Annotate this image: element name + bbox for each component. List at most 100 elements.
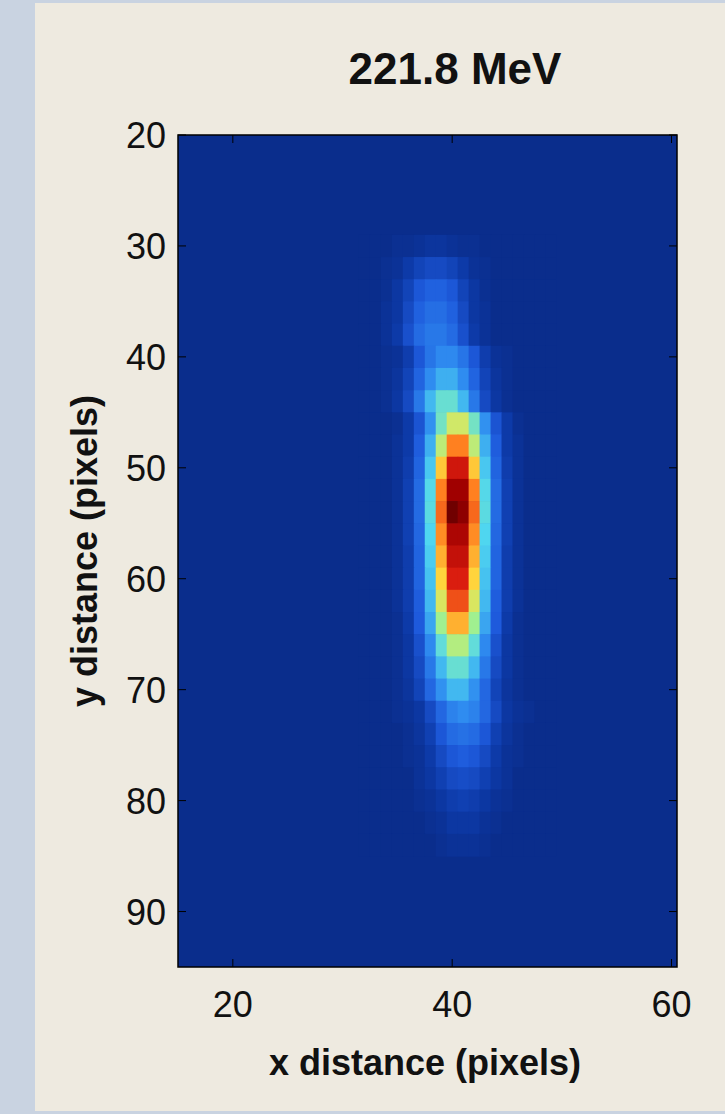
cell xyxy=(370,767,382,790)
cell xyxy=(414,568,426,591)
cell xyxy=(534,479,546,502)
cell xyxy=(512,457,524,480)
cell xyxy=(534,812,546,835)
plot-background xyxy=(178,135,677,967)
cell xyxy=(403,301,415,324)
cell xyxy=(534,412,546,435)
cell xyxy=(392,301,404,324)
cell xyxy=(381,301,393,324)
cell xyxy=(370,568,382,591)
cell xyxy=(491,590,503,613)
cell xyxy=(512,324,524,347)
cell xyxy=(414,679,426,702)
cell xyxy=(512,301,524,324)
cell xyxy=(491,723,503,746)
cell xyxy=(480,612,492,635)
title: 221.8 MeV xyxy=(349,44,562,93)
cell xyxy=(523,435,535,458)
cell xyxy=(381,368,393,391)
cell xyxy=(545,235,557,258)
cell xyxy=(425,679,437,702)
cell xyxy=(480,723,492,746)
cell xyxy=(545,479,557,502)
cell xyxy=(447,612,459,635)
cell xyxy=(436,457,448,480)
cell xyxy=(392,745,404,768)
cell xyxy=(491,346,503,369)
cell xyxy=(359,257,371,280)
cell xyxy=(502,767,514,790)
cell xyxy=(414,479,426,502)
cell xyxy=(469,523,481,546)
cell xyxy=(512,501,524,524)
cell xyxy=(425,767,437,790)
cell xyxy=(534,701,546,724)
cell xyxy=(512,745,524,768)
cell xyxy=(502,634,514,657)
cell xyxy=(523,235,535,258)
cell xyxy=(370,812,382,835)
cell xyxy=(523,346,535,369)
cell xyxy=(359,656,371,679)
cell xyxy=(480,479,492,502)
cell xyxy=(425,235,437,258)
cell xyxy=(447,590,459,613)
cell xyxy=(491,612,503,635)
cell xyxy=(534,346,546,369)
cell xyxy=(425,501,437,524)
cell xyxy=(370,723,382,746)
cell xyxy=(480,457,492,480)
cell xyxy=(414,457,426,480)
y-tick-label: 70 xyxy=(126,670,166,711)
cell xyxy=(381,279,393,302)
cell xyxy=(545,390,557,413)
cell xyxy=(502,324,514,347)
cell xyxy=(392,368,404,391)
cell xyxy=(458,346,470,369)
cell xyxy=(359,523,371,546)
cell xyxy=(534,723,546,746)
cell xyxy=(403,390,415,413)
cell xyxy=(480,435,492,458)
y-tick xyxy=(669,800,677,801)
cell xyxy=(414,701,426,724)
cell xyxy=(447,701,459,724)
cell xyxy=(436,235,448,258)
cell xyxy=(545,545,557,568)
cell xyxy=(447,435,459,458)
cell xyxy=(469,412,481,435)
cell xyxy=(545,590,557,613)
cell xyxy=(359,812,371,835)
cell xyxy=(436,679,448,702)
cell xyxy=(502,301,514,324)
cell xyxy=(392,723,404,746)
cell xyxy=(534,324,546,347)
cell xyxy=(436,656,448,679)
cell xyxy=(359,457,371,480)
cell xyxy=(491,368,503,391)
cell xyxy=(545,834,557,857)
cell xyxy=(414,501,426,524)
y-tick xyxy=(178,245,186,246)
cell xyxy=(381,656,393,679)
cell xyxy=(370,612,382,635)
cell xyxy=(480,545,492,568)
cell xyxy=(447,745,459,768)
cell xyxy=(534,790,546,813)
cell xyxy=(447,790,459,813)
cell xyxy=(370,545,382,568)
cell xyxy=(523,368,535,391)
cell xyxy=(458,279,470,302)
cell xyxy=(502,346,514,369)
cell xyxy=(414,545,426,568)
cell xyxy=(523,523,535,546)
cell xyxy=(502,790,514,813)
cell xyxy=(469,545,481,568)
cell xyxy=(392,834,404,857)
cell xyxy=(458,568,470,591)
cell xyxy=(469,479,481,502)
cell xyxy=(523,568,535,591)
y-tick xyxy=(669,467,677,468)
cell xyxy=(425,257,437,280)
cell xyxy=(534,279,546,302)
